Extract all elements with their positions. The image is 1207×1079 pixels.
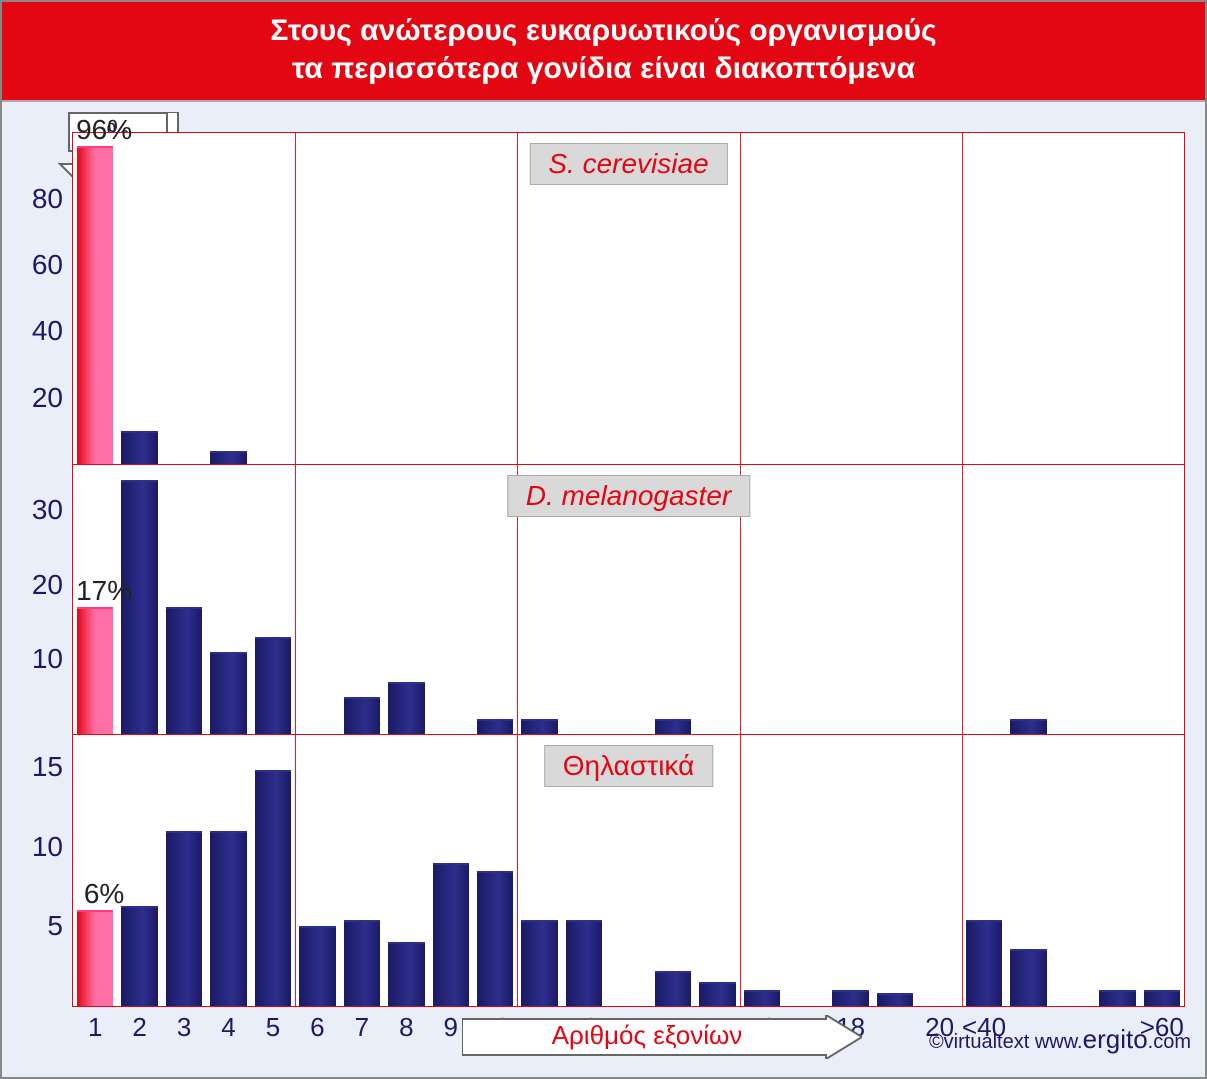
bar-annotation: 96%: [76, 114, 132, 146]
chart-area: % 20406080S. cerevisiae96%102030D. melan…: [2, 100, 1205, 1077]
title-line-2: τα περισσότερα γονίδια είναι διακοπτόμεν…: [22, 50, 1185, 88]
x-tick-label: 7: [355, 1006, 369, 1043]
bar-first: [77, 146, 113, 464]
y-tick: 30: [13, 494, 73, 526]
plot-area: 20406080S. cerevisiae96%102030D. melanog…: [72, 132, 1185, 1007]
y-tick: 5: [13, 910, 73, 942]
title-bar: Στους ανώτερους ευκαρυωτικούς οργανισμού…: [2, 2, 1205, 103]
bar: [477, 871, 513, 1006]
bar: [210, 652, 246, 734]
x-tick-label: 1: [88, 1006, 102, 1043]
y-tick: 10: [13, 643, 73, 675]
bar: [255, 770, 291, 1006]
x-tick-label: 2: [132, 1006, 146, 1043]
panel-melanogaster: 102030D. melanogaster17%: [73, 465, 1184, 736]
bar: [344, 920, 380, 1006]
credit-site: ergito: [1083, 1024, 1148, 1054]
bar-first: [77, 910, 113, 1006]
y-tick: 20: [13, 382, 73, 414]
bar: [566, 920, 602, 1006]
y-tick: 80: [13, 183, 73, 215]
panel-mammals: 51015Θηλαστικά6%: [73, 735, 1184, 1006]
bar: [744, 990, 780, 1006]
bar: [299, 926, 335, 1006]
vgrid-line: [1184, 133, 1185, 1006]
credit-line: ©virtualtext www.ergito.com: [929, 1024, 1191, 1055]
x-axis-label: Αριθμός εξονίων: [462, 1015, 832, 1059]
y-tick: 60: [13, 249, 73, 281]
y-tick: 20: [13, 569, 73, 601]
bar: [433, 863, 469, 1006]
credit-prefix: ©virtualtext www.: [929, 1031, 1083, 1053]
bar: [388, 682, 424, 734]
title-line-1: Στους ανώτερους ευκαρυωτικούς οργανισμού…: [22, 12, 1185, 50]
bar: [121, 431, 157, 464]
bar: [832, 990, 868, 1006]
figure-container: Στους ανώτερους ευκαρυωτικούς οργανισμού…: [0, 0, 1207, 1079]
bar: [1010, 949, 1046, 1006]
panel-cerevisiae: 20406080S. cerevisiae96%: [73, 133, 1184, 465]
credit-suffix: .com: [1148, 1031, 1191, 1053]
y-tick: 10: [13, 831, 73, 863]
bar: [655, 971, 691, 1006]
bar: [521, 920, 557, 1006]
bar-annotation: 6%: [84, 878, 124, 910]
bar: [121, 906, 157, 1006]
x-tick-label: 3: [177, 1006, 191, 1043]
bar: [477, 719, 513, 734]
panel-label-cerevisiae: S. cerevisiae: [529, 143, 727, 185]
x-tick-label: 8: [399, 1006, 413, 1043]
x-tick-label: 4: [221, 1006, 235, 1043]
x-tick-label: 5: [266, 1006, 280, 1043]
bar: [655, 719, 691, 734]
panel-label-mammals: Θηλαστικά: [544, 745, 714, 787]
y-tick: 15: [13, 751, 73, 783]
y-tick: 40: [13, 315, 73, 347]
bar: [521, 719, 557, 734]
bar: [344, 697, 380, 734]
bar: [877, 993, 913, 1006]
bar-first: [77, 607, 113, 734]
bar: [166, 607, 202, 734]
bar: [210, 451, 246, 464]
bar: [388, 942, 424, 1006]
bar: [1099, 990, 1135, 1006]
bar: [699, 982, 735, 1006]
x-tick-label: 6: [310, 1006, 324, 1043]
bar: [166, 831, 202, 1006]
x-axis-arrow: Αριθμός εξονίων: [462, 1015, 862, 1059]
bar-annotation: 17%: [76, 575, 132, 607]
bar: [255, 637, 291, 734]
bar: [966, 920, 1002, 1006]
bar: [210, 831, 246, 1006]
panel-label-melanogaster: D. melanogaster: [507, 475, 750, 517]
bar: [1144, 990, 1180, 1006]
bar: [1010, 719, 1046, 734]
x-tick-label: 9: [444, 1006, 458, 1043]
